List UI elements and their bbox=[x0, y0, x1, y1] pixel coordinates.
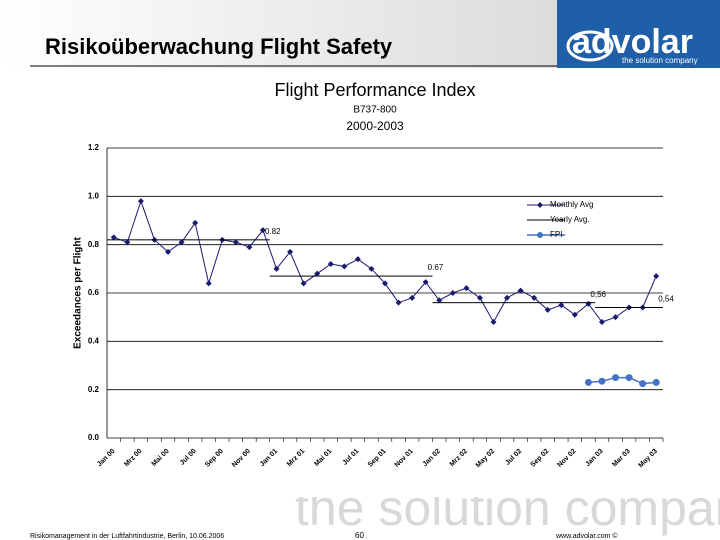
marker bbox=[354, 256, 361, 263]
marker bbox=[531, 294, 538, 301]
y-tick-label: 0.2 bbox=[88, 385, 100, 394]
marker bbox=[653, 273, 660, 280]
marker bbox=[314, 270, 321, 277]
footer-right: www.advolar.com © bbox=[555, 532, 618, 540]
chart-panel bbox=[20, 70, 690, 497]
marker bbox=[232, 239, 239, 246]
marker bbox=[341, 263, 348, 270]
marker bbox=[476, 294, 483, 301]
marker bbox=[287, 248, 294, 255]
marker bbox=[558, 302, 565, 309]
marker bbox=[612, 374, 620, 382]
y-tick-label: 0.6 bbox=[88, 288, 100, 297]
marker bbox=[246, 244, 253, 251]
y-tick-label: 1.2 bbox=[88, 143, 100, 152]
y-tick-label: 0.4 bbox=[88, 336, 100, 345]
footer-left: Risikomanagement in der Luftfahrtindustr… bbox=[30, 533, 224, 540]
chart-subtitle: 2000-2003 bbox=[346, 119, 404, 133]
legend-marker bbox=[537, 202, 543, 208]
marker bbox=[504, 294, 511, 301]
logo-tagline: the solution company bbox=[622, 56, 698, 65]
marker bbox=[110, 234, 117, 241]
marker bbox=[612, 314, 619, 321]
marker bbox=[178, 239, 185, 246]
marker bbox=[598, 377, 606, 385]
header-band bbox=[0, 0, 557, 68]
marker bbox=[124, 239, 131, 246]
data-label: 0.67 bbox=[428, 263, 444, 272]
marker bbox=[165, 248, 172, 255]
marker bbox=[259, 227, 266, 234]
data-label: 0,54 bbox=[658, 295, 674, 304]
chart-title: Flight Performance Index bbox=[274, 80, 475, 100]
marker bbox=[137, 198, 144, 205]
data-label: 0.82 bbox=[265, 227, 281, 236]
marker bbox=[584, 378, 592, 386]
marker bbox=[409, 294, 416, 301]
data-label: 0,56 bbox=[590, 290, 606, 299]
marker bbox=[517, 287, 524, 294]
slide-title: Risikoüberwachung Flight Safety bbox=[45, 34, 393, 59]
marker bbox=[368, 265, 375, 272]
marker bbox=[422, 279, 429, 286]
y-tick-label: 0.0 bbox=[88, 433, 100, 442]
marker bbox=[395, 299, 402, 306]
legend-label: Monthly Avg bbox=[550, 200, 593, 209]
marker bbox=[205, 280, 212, 287]
y-tick-label: 1.0 bbox=[88, 191, 100, 200]
logo-box bbox=[557, 0, 720, 68]
marker bbox=[571, 311, 578, 318]
marker bbox=[382, 280, 388, 287]
marker bbox=[544, 306, 551, 313]
legend-label: FPI bbox=[550, 230, 562, 239]
legend-label: Yearly Avg. bbox=[550, 215, 590, 224]
marker bbox=[490, 319, 497, 325]
marker bbox=[273, 265, 280, 272]
marker bbox=[300, 280, 307, 287]
marker bbox=[436, 297, 443, 304]
logo-swoosh bbox=[566, 30, 614, 62]
legend-marker bbox=[537, 232, 543, 238]
marker bbox=[652, 378, 660, 386]
marker bbox=[327, 261, 334, 267]
marker bbox=[639, 380, 647, 388]
marker bbox=[625, 374, 633, 382]
y-tick-label: 0.8 bbox=[88, 240, 100, 249]
chart-subtitle: B737-800 bbox=[353, 105, 397, 116]
marker bbox=[192, 219, 199, 226]
marker bbox=[449, 290, 456, 296]
logo: advolar bbox=[572, 23, 693, 61]
marker bbox=[598, 319, 605, 325]
marker bbox=[463, 285, 470, 292]
page-number: 60 bbox=[355, 531, 364, 540]
y-axis-label: Exceedances per Flight bbox=[73, 236, 84, 348]
